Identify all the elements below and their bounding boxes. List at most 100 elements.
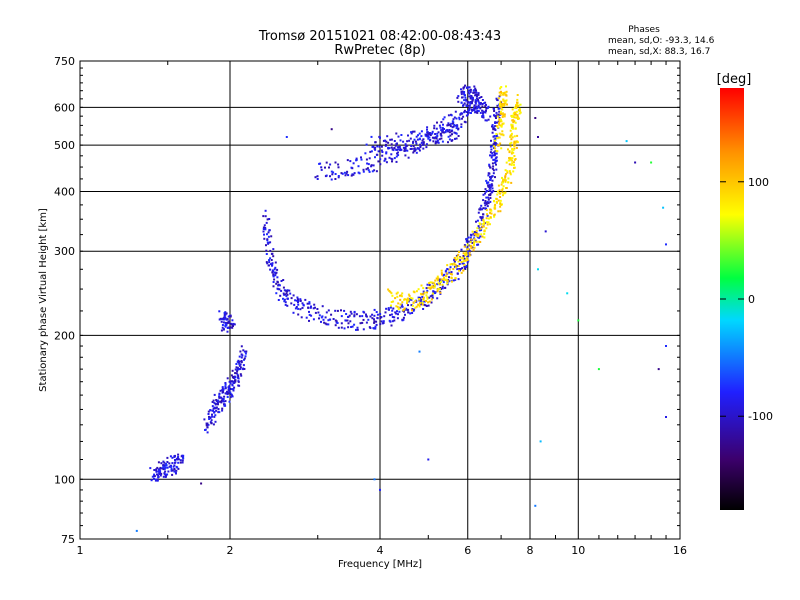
x-mode-point — [414, 300, 417, 302]
o-mode-point — [331, 173, 334, 176]
o-mode-point — [399, 147, 402, 150]
x-mode-point — [433, 282, 436, 285]
o-mode-point — [461, 112, 464, 115]
o-mode-point — [439, 278, 442, 281]
o-mode-point — [444, 286, 447, 289]
x-mode-point — [513, 166, 516, 169]
o-mode-point — [265, 261, 268, 264]
o-mode-point — [379, 163, 382, 166]
o-mode-point — [223, 312, 226, 314]
o-mode-point — [445, 269, 448, 272]
o-mode-point — [494, 115, 497, 118]
o-mode-point — [492, 107, 495, 110]
o-mode-point — [397, 135, 400, 138]
x-mode-point — [504, 179, 507, 182]
o-mode-point — [234, 368, 237, 371]
x-mode-point — [497, 97, 500, 100]
o-mode-point — [371, 317, 374, 320]
o-mode-point — [226, 377, 229, 380]
o-mode-point — [362, 328, 365, 331]
o-mode-point — [241, 368, 244, 371]
x-mode-point — [479, 241, 482, 243]
x-mode-point — [406, 302, 408, 305]
o-mode-point — [365, 143, 368, 146]
o-mode-point — [243, 357, 246, 360]
x-mode-point — [472, 242, 475, 245]
o-mode-point — [353, 172, 356, 175]
x-mode-point — [391, 294, 394, 297]
o-mode-point — [456, 265, 459, 267]
o-mode-point — [175, 469, 178, 472]
x-mode-point — [510, 132, 513, 135]
o-mode-point — [482, 116, 485, 119]
x-mode-point — [407, 293, 410, 296]
o-mode-point — [360, 158, 363, 161]
o-mode-point — [391, 309, 394, 312]
x-mode-point — [497, 184, 500, 187]
o-mode-point — [162, 475, 165, 478]
o-mode-point — [467, 244, 470, 247]
x-mode-point — [504, 91, 507, 94]
o-mode-point — [150, 479, 153, 482]
x-mode-point — [439, 291, 442, 294]
x-mode-point — [419, 302, 421, 304]
o-mode-point — [488, 183, 491, 186]
o-mode-point — [366, 167, 369, 170]
o-mode-point — [479, 102, 482, 104]
o-mode-point — [308, 313, 311, 316]
x-mode-point — [496, 115, 499, 118]
o-mode-point — [482, 114, 485, 117]
o-mode-point — [347, 322, 350, 325]
o-mode-point — [410, 145, 413, 147]
x-mode-point — [506, 171, 509, 174]
o-mode-point — [490, 139, 492, 142]
o-mode-point — [262, 230, 265, 233]
x-mode-point — [495, 198, 498, 200]
o-mode-point — [236, 360, 239, 363]
o-mode-point — [390, 138, 393, 141]
o-mode-point — [231, 395, 234, 398]
o-mode-point — [396, 310, 398, 313]
o-mode-point — [481, 105, 484, 108]
o-mode-point — [395, 155, 398, 158]
o-mode-point — [242, 364, 245, 367]
o-mode-point — [440, 288, 443, 290]
o-mode-point — [270, 235, 273, 238]
o-mode-point — [387, 141, 390, 144]
o-mode-point — [365, 315, 368, 318]
x-mode-point — [462, 252, 465, 255]
o-mode-point — [373, 321, 376, 324]
o-mode-point — [347, 315, 349, 318]
x-mode-point — [422, 298, 425, 301]
o-mode-point — [268, 218, 271, 220]
o-mode-point — [468, 92, 471, 95]
x-mode-point — [505, 99, 508, 102]
x-mode-point — [456, 255, 459, 258]
x-mode-point — [501, 191, 504, 194]
o-mode-point — [295, 306, 298, 308]
o-mode-point — [324, 166, 326, 169]
x-mode-point — [508, 163, 511, 166]
o-mode-point — [463, 111, 466, 114]
phases-box: Phases mean, sd,O: -93.3, 14.6 mean, sd,… — [608, 25, 715, 57]
o-mode-point — [411, 308, 414, 311]
x-mode-point — [475, 230, 478, 233]
o-mode-point — [474, 102, 477, 105]
o-mode-point — [477, 98, 479, 101]
o-mode-point — [218, 396, 221, 399]
o-mode-point — [240, 345, 243, 348]
o-mode-point — [262, 215, 265, 218]
o-mode-point — [462, 255, 465, 257]
o-mode-point — [413, 308, 416, 311]
o-mode-point — [485, 179, 488, 182]
o-mode-point — [424, 304, 427, 307]
x-mode-point — [437, 287, 440, 290]
scatter-point — [135, 529, 138, 532]
x-mode-point — [468, 254, 471, 257]
o-mode-point — [410, 298, 413, 301]
o-mode-point — [173, 470, 176, 473]
x-mode-point — [509, 129, 512, 132]
o-mode-point — [232, 325, 234, 327]
o-mode-point — [418, 132, 421, 135]
o-mode-point — [432, 140, 435, 143]
